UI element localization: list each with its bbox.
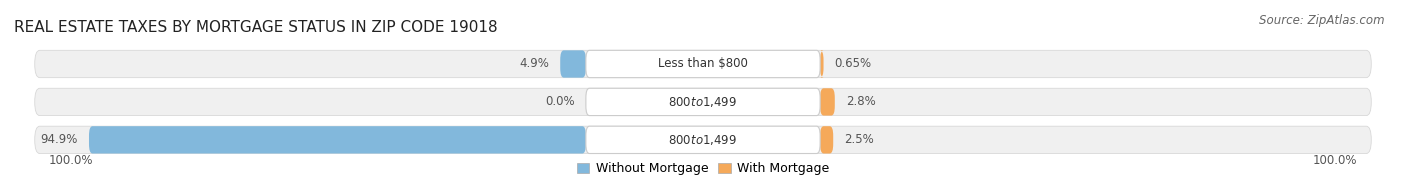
FancyBboxPatch shape xyxy=(820,88,835,116)
Text: $800 to $1,499: $800 to $1,499 xyxy=(668,95,738,109)
FancyBboxPatch shape xyxy=(820,126,834,153)
FancyBboxPatch shape xyxy=(35,126,1371,153)
FancyBboxPatch shape xyxy=(35,50,1371,78)
Legend: Without Mortgage, With Mortgage: Without Mortgage, With Mortgage xyxy=(572,157,834,180)
Text: 2.5%: 2.5% xyxy=(844,133,875,146)
Text: 100.0%: 100.0% xyxy=(48,154,93,167)
Text: REAL ESTATE TAXES BY MORTGAGE STATUS IN ZIP CODE 19018: REAL ESTATE TAXES BY MORTGAGE STATUS IN … xyxy=(14,20,498,35)
Text: 0.0%: 0.0% xyxy=(546,95,575,108)
Text: 4.9%: 4.9% xyxy=(519,57,550,71)
FancyBboxPatch shape xyxy=(560,50,586,78)
FancyBboxPatch shape xyxy=(89,126,586,153)
FancyBboxPatch shape xyxy=(35,88,1371,116)
Text: Source: ZipAtlas.com: Source: ZipAtlas.com xyxy=(1260,14,1385,27)
FancyBboxPatch shape xyxy=(586,88,820,116)
Text: Less than $800: Less than $800 xyxy=(658,57,748,71)
Text: 100.0%: 100.0% xyxy=(1313,154,1358,167)
Text: 0.65%: 0.65% xyxy=(835,57,872,71)
FancyBboxPatch shape xyxy=(586,126,820,153)
FancyBboxPatch shape xyxy=(820,50,824,78)
Text: 2.8%: 2.8% xyxy=(846,95,876,108)
FancyBboxPatch shape xyxy=(586,50,820,78)
Text: $800 to $1,499: $800 to $1,499 xyxy=(668,133,738,147)
Text: 94.9%: 94.9% xyxy=(41,133,77,146)
